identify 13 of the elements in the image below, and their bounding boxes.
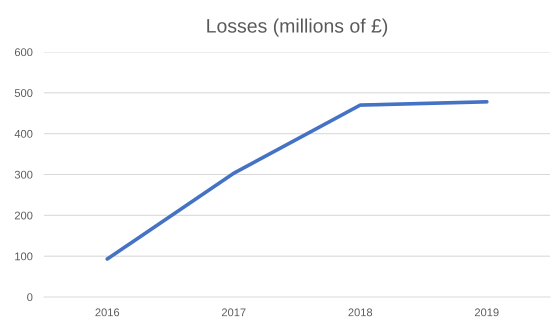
x-tick-label: 2018 bbox=[348, 308, 372, 316]
x-tick-label: 2017 bbox=[222, 308, 246, 316]
y-tick-label: 100 bbox=[15, 252, 32, 260]
y-tick-label: 0 bbox=[27, 293, 32, 302]
y-tick-label: 200 bbox=[14, 212, 32, 220]
line-series bbox=[105, 100, 489, 261]
y-tick-label: 500 bbox=[14, 89, 32, 97]
y-tick-label: 400 bbox=[14, 130, 32, 138]
y-tick-label: 300 bbox=[14, 170, 32, 179]
y-tick-label: 600 bbox=[14, 48, 32, 56]
x-tick-label: 2016 bbox=[95, 308, 120, 316]
chart-title: Losses (millions of £) bbox=[207, 18, 388, 37]
x-tick-label: 2019 bbox=[474, 308, 499, 316]
